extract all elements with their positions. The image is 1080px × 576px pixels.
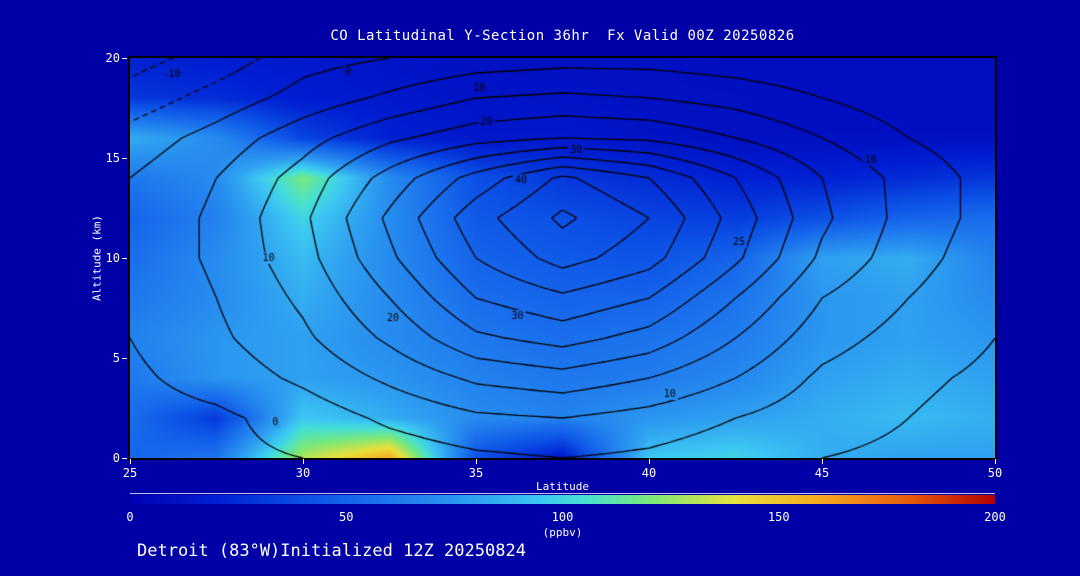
y-tick-mark bbox=[122, 57, 127, 59]
x-tick-label: 25 bbox=[122, 466, 138, 480]
y-tick-mark bbox=[122, 257, 127, 259]
chart-title: CO Latitudinal Y-Section 36hr Fx Valid 0… bbox=[330, 28, 795, 44]
colorbar-tick-label: 150 bbox=[767, 510, 790, 524]
x-tick-label: 35 bbox=[468, 466, 484, 480]
footer-annotation: Detroit (83°W)Initialized 12Z 20250824 bbox=[137, 541, 526, 561]
colorbar-tick-label: 50 bbox=[339, 510, 354, 524]
contour-line-canvas bbox=[130, 58, 995, 458]
x-tick-label: 45 bbox=[814, 466, 830, 480]
x-tick-label: 40 bbox=[641, 466, 657, 480]
y-tick-label: 5 bbox=[112, 351, 120, 365]
colorbar-tick-label: 200 bbox=[984, 510, 1006, 524]
y-tick-label: 0 bbox=[112, 451, 120, 465]
colorbar-unit-label: (ppbv) bbox=[542, 526, 583, 539]
y-tick-mark bbox=[122, 357, 127, 359]
y-tick-label: 20 bbox=[105, 51, 120, 65]
x-tick-mark bbox=[648, 459, 650, 464]
colorbar-tick-label: 0 bbox=[126, 510, 134, 524]
plot-area bbox=[128, 56, 997, 460]
x-axis-title: Latitude bbox=[536, 480, 589, 493]
y-tick-mark bbox=[122, 457, 127, 459]
colorbar-gradient bbox=[130, 495, 995, 504]
x-tick-mark bbox=[129, 459, 131, 464]
x-tick-mark bbox=[821, 459, 823, 464]
x-tick-label: 50 bbox=[987, 466, 1003, 480]
y-tick-mark bbox=[122, 157, 127, 159]
colorbar-tick-label: 100 bbox=[551, 510, 574, 524]
x-tick-label: 30 bbox=[295, 466, 311, 480]
y-tick-label: 15 bbox=[105, 151, 120, 165]
y-tick-label: 10 bbox=[105, 251, 120, 265]
x-tick-mark bbox=[994, 459, 996, 464]
x-tick-mark bbox=[302, 459, 304, 464]
colorbar-top-rule bbox=[130, 493, 995, 494]
x-tick-mark bbox=[475, 459, 477, 464]
